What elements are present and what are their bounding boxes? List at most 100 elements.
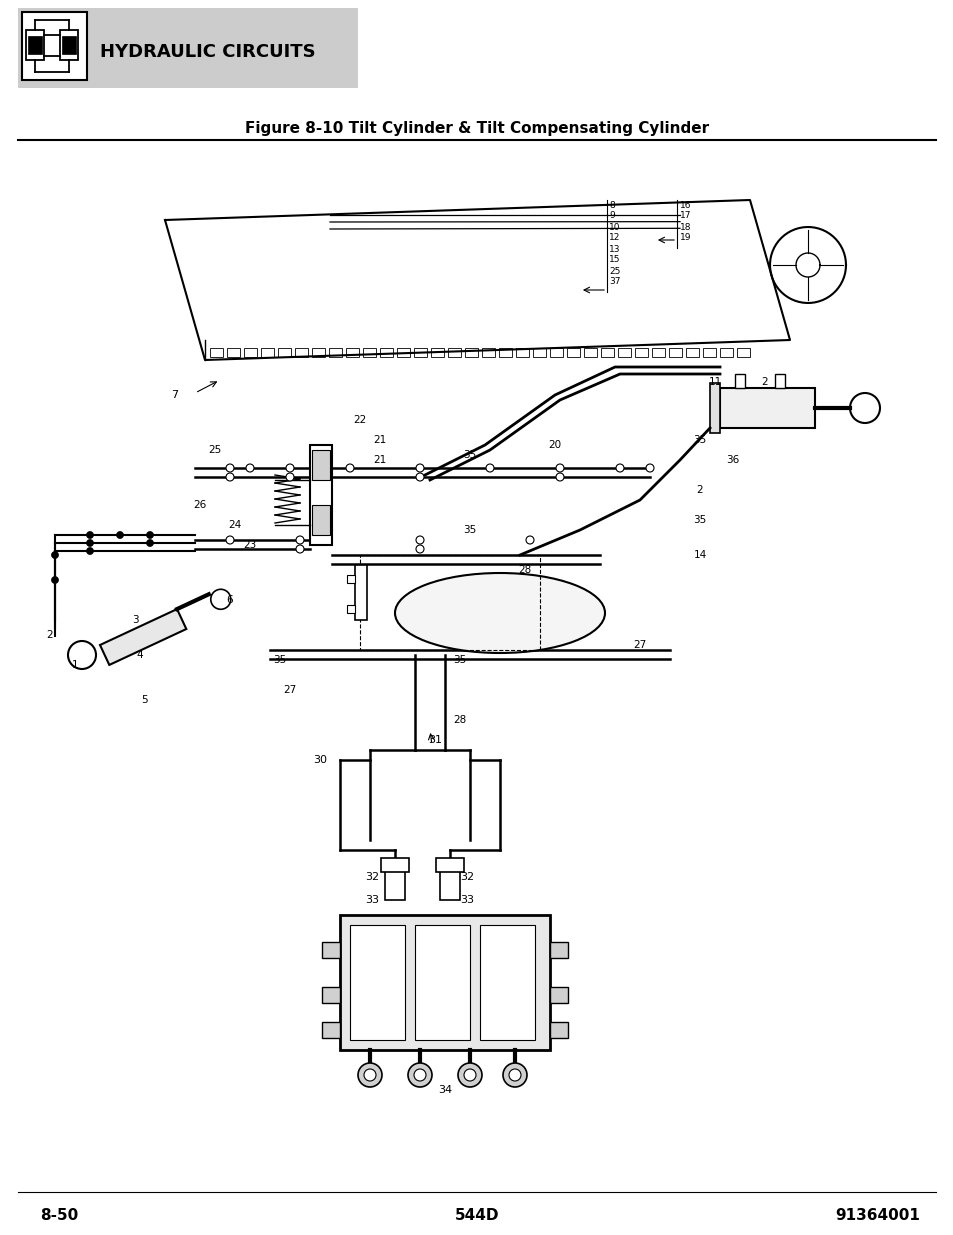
Circle shape	[414, 1070, 426, 1081]
Circle shape	[556, 464, 563, 472]
Bar	[439, 869, 459, 900]
Circle shape	[416, 536, 423, 543]
Circle shape	[408, 1063, 432, 1087]
Circle shape	[226, 464, 233, 472]
Bar	[498, 348, 512, 357]
Bar	[210, 348, 223, 357]
Bar	[583, 348, 597, 357]
Text: 20: 20	[548, 440, 561, 450]
Bar	[600, 348, 614, 357]
Bar	[550, 942, 567, 958]
Bar	[322, 1023, 339, 1037]
Bar	[294, 348, 308, 357]
Bar	[18, 7, 357, 88]
Text: 32: 32	[459, 872, 474, 882]
Text: 33: 33	[459, 895, 474, 905]
Text: 13: 13	[608, 245, 619, 253]
Text: 35: 35	[693, 435, 706, 445]
Text: 35: 35	[463, 525, 476, 535]
Bar	[533, 348, 545, 357]
Text: 27: 27	[633, 640, 646, 650]
Text: 21: 21	[373, 454, 386, 466]
Text: 22: 22	[353, 415, 366, 425]
Bar	[709, 383, 720, 433]
Circle shape	[226, 536, 233, 543]
Bar	[550, 1023, 567, 1037]
Text: 34: 34	[437, 1086, 452, 1095]
Bar	[60, 30, 78, 61]
Text: 19: 19	[679, 233, 691, 242]
Text: 15: 15	[608, 256, 619, 264]
Text: 25: 25	[608, 267, 619, 275]
Text: 26: 26	[193, 500, 207, 510]
Text: 2: 2	[47, 630, 53, 640]
Bar	[322, 987, 339, 1003]
Text: 2: 2	[696, 485, 702, 495]
Circle shape	[616, 464, 623, 472]
Text: HYDRAULIC CIRCUITS: HYDRAULIC CIRCUITS	[100, 43, 315, 61]
Circle shape	[485, 464, 494, 472]
Text: 2: 2	[760, 377, 767, 387]
Text: 3: 3	[132, 615, 138, 625]
Text: 36: 36	[725, 454, 739, 466]
Bar	[310, 445, 332, 545]
Bar	[312, 348, 325, 357]
Circle shape	[116, 531, 123, 538]
Bar	[227, 348, 240, 357]
Text: 9: 9	[608, 211, 614, 221]
Circle shape	[346, 464, 354, 472]
Bar	[702, 348, 716, 357]
Text: 28: 28	[453, 715, 466, 725]
Bar	[651, 348, 664, 357]
Circle shape	[226, 473, 233, 480]
Bar	[396, 348, 410, 357]
Circle shape	[416, 473, 423, 480]
Ellipse shape	[395, 573, 604, 653]
Bar	[448, 348, 460, 357]
Bar	[277, 348, 291, 357]
Bar	[479, 925, 535, 1040]
Bar	[312, 505, 330, 535]
Text: 12: 12	[608, 233, 619, 242]
Bar	[22, 12, 87, 80]
Text: 10: 10	[608, 222, 619, 231]
Bar	[322, 942, 339, 958]
Text: 37: 37	[608, 278, 619, 287]
Text: 30: 30	[313, 755, 327, 764]
Bar	[635, 348, 647, 357]
Text: 6: 6	[227, 595, 233, 605]
Text: 31: 31	[428, 735, 441, 745]
Circle shape	[51, 577, 58, 583]
Bar	[363, 348, 375, 357]
Bar	[379, 348, 393, 357]
Bar	[28, 36, 42, 54]
Text: 18: 18	[679, 222, 691, 231]
Circle shape	[645, 464, 654, 472]
Bar	[481, 348, 495, 357]
Bar	[436, 858, 463, 872]
Text: 8: 8	[608, 200, 614, 210]
Text: 32: 32	[365, 872, 378, 882]
Text: 35: 35	[274, 655, 286, 664]
Circle shape	[87, 547, 93, 555]
Circle shape	[51, 552, 58, 558]
Circle shape	[502, 1063, 526, 1087]
Text: 16: 16	[679, 200, 691, 210]
Text: 27: 27	[283, 685, 296, 695]
Circle shape	[556, 473, 563, 480]
Circle shape	[416, 545, 423, 553]
Bar	[244, 348, 256, 357]
Bar	[261, 348, 274, 357]
Bar	[464, 348, 477, 357]
Bar	[774, 374, 784, 388]
Circle shape	[87, 540, 93, 547]
Bar	[516, 348, 529, 357]
Text: 33: 33	[365, 895, 378, 905]
Text: 91364001: 91364001	[834, 1208, 919, 1223]
Text: 14: 14	[693, 550, 706, 559]
Circle shape	[441, 862, 457, 878]
Text: 17: 17	[679, 211, 691, 221]
Circle shape	[457, 1063, 481, 1087]
Circle shape	[147, 531, 153, 538]
Text: 7: 7	[172, 390, 178, 400]
